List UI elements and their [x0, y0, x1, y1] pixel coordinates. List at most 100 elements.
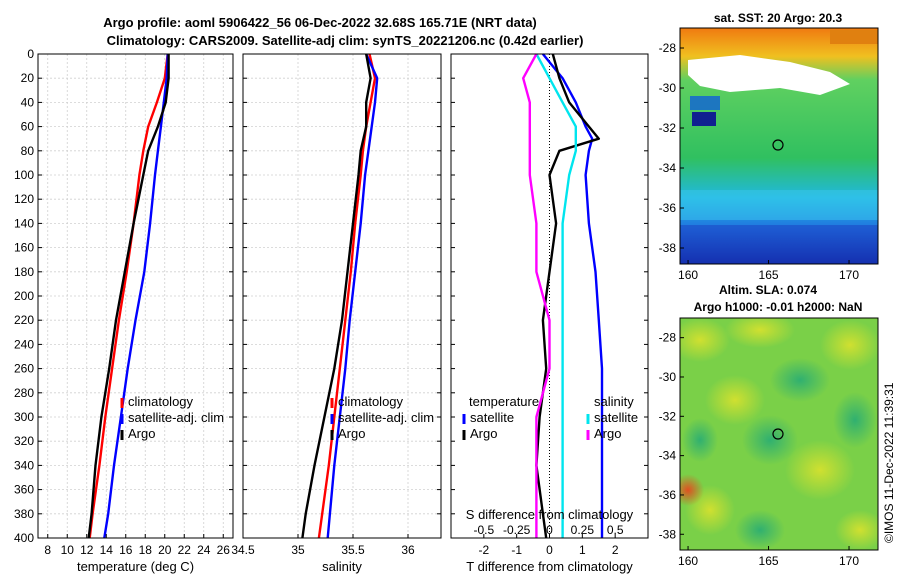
map-x-tick-label: 165 [759, 268, 779, 282]
y-tick-label: 360 [14, 483, 34, 497]
x-axis-label: salinity [322, 559, 362, 574]
sst-band-cyan [680, 190, 878, 220]
x-tick-label: 8 [44, 543, 51, 557]
map-x-tick-label: 160 [678, 268, 698, 282]
map-x-tick-label: 170 [839, 554, 859, 568]
series-line-s-argo [522, 53, 551, 538]
secondary-tick-label: 0.5 [607, 523, 624, 537]
y-tick-label: 400 [14, 531, 34, 545]
x-tick-label: 24 [197, 543, 211, 557]
y-tick-label: 280 [14, 386, 34, 400]
imos-watermark: ©IMOS 11-Dec-2022 11:39:31 [882, 382, 896, 543]
y-tick-label: 160 [14, 241, 34, 255]
sla-map: Altim. SLA: 0.074 Argo h1000: -0.01 h200… [659, 283, 879, 568]
secondary-tick-label: -0.25 [503, 523, 531, 537]
x-tick-label: 18 [139, 543, 153, 557]
map-y-tick-label: -36 [659, 488, 677, 502]
sla-map-title-line1: Altim. SLA: 0.074 [719, 283, 817, 297]
y-tick-label: 60 [21, 120, 35, 134]
sst-map: sat. SST: 20 Argo: 20.3 160 165 170 -28 -30 -… [659, 11, 879, 282]
difference-panel: -2 -1 0 1 2 T difference from climatology S di… [450, 53, 649, 574]
y-tick-label: 120 [14, 192, 34, 206]
legend-label: satellite-adj. clim [128, 410, 224, 425]
legend-heading: salinity [594, 394, 634, 409]
y-tick-label: 200 [14, 289, 34, 303]
sla-low [735, 510, 785, 550]
y-tick-label: 140 [14, 216, 34, 230]
sla-blob [725, 318, 795, 348]
sst-argo-marker [772, 139, 784, 151]
legend-label: climatology [128, 394, 194, 409]
series-line-climatology [317, 53, 377, 539]
x-tick-label: 16 [119, 543, 133, 557]
sla-map-frame [679, 317, 879, 551]
series-line-t-argo [535, 53, 600, 539]
legend-label: Argo [338, 426, 365, 441]
map-y-tick-label: -30 [659, 81, 677, 95]
map-x-tick-label: 165 [759, 554, 779, 568]
legend-heading: temperature [469, 394, 539, 409]
secondary-tick-label: 0.25 [571, 523, 595, 537]
x-tick-label: 35 [291, 543, 305, 557]
title-line1: Argo profile: aoml 5906422_56 06-Dec-202… [103, 15, 537, 30]
series-line-s-satellite [535, 53, 577, 538]
map-y-tick-label: -30 [659, 370, 677, 384]
x-tick-label: 35.5 [341, 543, 365, 557]
sst-cloud-gap [688, 55, 850, 95]
legend-label: Argo [470, 426, 497, 441]
legend-label: climatology [338, 394, 404, 409]
y-tick-label: 40 [21, 95, 35, 109]
map-y-tick-label: -36 [659, 201, 677, 215]
x-tick-label: -2 [478, 543, 489, 557]
secondary-tick-label: -0.5 [473, 523, 494, 537]
x-tick-label: 0 [546, 543, 553, 557]
y-tick-label: 220 [14, 313, 34, 327]
sla-map-title-line2: Argo h1000: -0.01 h2000: NaN [694, 300, 863, 314]
x-tick-label: 20 [158, 543, 172, 557]
sla-blob [835, 510, 878, 550]
series-line-t-satellite [541, 53, 604, 538]
map-y-tick-label: -34 [659, 161, 677, 175]
legend-label: satellite [594, 410, 638, 425]
y-tick-label: 20 [21, 71, 35, 85]
x-tick-label: 36 [401, 543, 415, 557]
sla-low [833, 392, 877, 448]
map-y-tick-label: -34 [659, 449, 677, 463]
sla-blob [820, 320, 878, 370]
salinity-panel: 34.5 35 35.5 36 salinity climatologysatellite… [231, 53, 442, 574]
y-tick-label: 240 [14, 337, 34, 351]
secondary-tick-label: 0 [546, 523, 553, 537]
sst-map-title: sat. SST: 20 Argo: 20.3 [714, 11, 843, 25]
y-tick-label: 100 [14, 168, 34, 182]
sla-map-axes: 160 165 170 -28 -30 -32 -34 -36 -38 [659, 331, 860, 568]
series-line-satellite-adj-clim [326, 53, 379, 539]
secondary-axis-label: S difference from climatology [466, 507, 634, 522]
sla-low [682, 418, 718, 462]
legend-label: satellite-adj. clim [338, 410, 434, 425]
x-axis-label: T difference from climatology [466, 559, 633, 574]
map-x-tick-label: 160 [678, 554, 698, 568]
sla-low [742, 415, 798, 465]
y-tick-label: 260 [14, 362, 34, 376]
y-tick-label: 300 [14, 410, 34, 424]
temperature-panel: 8 10 12 14 16 18 20 22 24 26 temperature (deg C) 0 2… [14, 47, 234, 574]
x-tick-label: 26 [217, 543, 231, 557]
legend-label: satellite [470, 410, 514, 425]
x-tick-label: 2 [612, 543, 619, 557]
sla-argo-marker [772, 428, 784, 440]
y-tick-label: 0 [27, 47, 34, 61]
series-line-argo [87, 54, 170, 539]
sst-band-blue [680, 225, 878, 264]
legend-label: Argo [594, 426, 621, 441]
map-y-tick-label: -38 [659, 527, 677, 541]
title-line2: Climatology: CARS2009. Satellite-adj cli… [107, 33, 584, 48]
y-tick-label: 80 [21, 144, 35, 158]
x-tick-label: 34.5 [231, 543, 255, 557]
y-tick-label: 340 [14, 458, 34, 472]
y-tick-label: 180 [14, 265, 34, 279]
sla-blob [705, 375, 765, 425]
map-y-tick-label: -28 [659, 41, 677, 55]
map-y-tick-label: -38 [659, 241, 677, 255]
sst-patch-dark [692, 112, 716, 126]
